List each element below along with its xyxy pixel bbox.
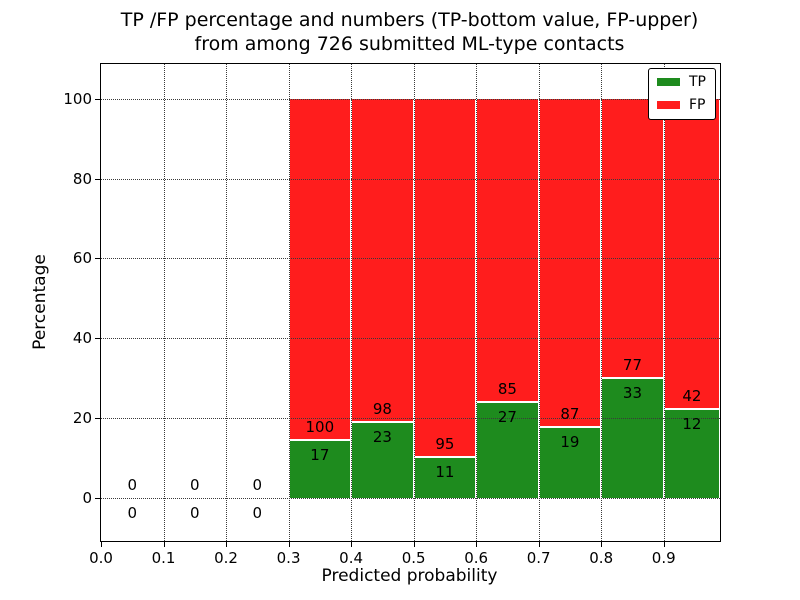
v-gridline [538,64,540,541]
chart-title: TP /FP percentage and numbers (TP-bottom… [100,8,719,56]
x-tick-label: 0.2 [214,549,238,567]
h-gridline [101,338,720,340]
legend: TP FP [648,68,716,120]
legend-item-tp: TP [657,75,706,89]
v-gridline [288,64,290,541]
fp-bar-segment [602,98,663,378]
tp-count-label: 23 [372,428,392,447]
tp-bar-segment [602,379,663,499]
tp-legend-label: TP [689,74,706,90]
x-tick [601,542,603,547]
v-gridline [163,64,165,541]
y-tick-label: 20 [72,409,92,428]
tp-count-label: 0 [127,504,138,523]
tp-count-label: 11 [435,462,455,481]
y-tick [95,338,100,340]
x-tick [163,542,165,547]
x-tick-label: 0.9 [651,549,676,567]
x-tick [538,542,540,547]
v-gridline [351,64,353,541]
y-tick [95,498,100,500]
chart-title-line1: TP /FP percentage and numbers (TP-bottom… [120,9,699,31]
fp-bar-segment [289,98,351,440]
fp-bar-segment [539,98,601,426]
x-tick-label: 0.4 [339,549,364,567]
h-gridline [101,98,720,100]
tp-bar-segment [289,441,351,499]
fp-bar-segment [414,98,476,456]
fp-count-label: 85 [497,379,517,398]
x-tick-label: 0.3 [276,549,301,567]
h-gridline [101,418,720,420]
tp-bar-segment [539,427,601,499]
fp-bar-segment [477,98,538,401]
x-tick [101,542,102,547]
y-tick [95,258,100,260]
y-tick-label: 100 [63,89,92,108]
y-axis-label: Percentage [30,254,50,350]
tp-count-label: 27 [497,407,517,426]
y-tick-label: 40 [72,329,92,348]
tp-bar-segment [414,457,476,499]
x-tick-label: 0.8 [589,549,614,567]
tp-count-label: 0 [190,504,200,523]
chart-title-line2: from among 726 submitted ML-type contact… [194,33,625,55]
tp-bar-segment [664,410,719,499]
fp-bar-segment [664,98,719,409]
x-tick [413,542,415,547]
fp-count-label: 0 [190,476,200,495]
x-tick-label: 0.6 [464,549,489,567]
y-tick [95,418,100,420]
x-tick [351,542,353,547]
v-gridline [663,64,665,541]
v-gridline [413,64,415,541]
x-tick [476,542,478,547]
tp-count-label: 19 [560,432,580,451]
fp-legend-label: FP [689,97,706,113]
x-axis-label: Predicted probability [321,566,498,586]
tp-count-label: 33 [622,384,642,403]
plot-area: TP FP 0 20 40 60 80 100 0.0 0.1 0.2 0.3 0.4 0.5 0.6 0… [63,63,721,567]
tp-count-label: 17 [310,446,330,465]
fp-count-label: 95 [435,434,455,453]
fp-count-label: 87 [560,404,580,423]
y-tick [95,178,100,180]
x-tick [288,542,290,547]
v-gridline [601,64,603,541]
tp-count-label: 0 [252,504,263,523]
h-gridline [101,258,720,260]
y-tick-label: 60 [72,249,92,268]
x-tick-label: 0.0 [89,549,113,567]
y-tick-label: 0 [82,489,92,508]
tp-legend-swatch [657,78,680,86]
tp-bar-segment [352,423,413,499]
h-gridline [101,498,720,500]
fp-count-label: 0 [252,476,263,495]
v-gridline [226,64,228,541]
fp-count-label: 42 [682,387,702,406]
y-tick [95,98,100,100]
h-gridline [101,178,720,180]
x-tick [226,542,228,547]
v-gridline [476,64,478,541]
legend-item-fp: FP [657,98,706,112]
fp-legend-swatch [657,101,680,109]
fp-count-label: 0 [127,476,138,495]
fp-bar-segment [352,98,413,422]
tp-count-label: 12 [682,415,702,434]
y-tick-label: 80 [72,169,92,188]
x-tick [663,542,665,547]
fp-count-label: 98 [372,400,392,419]
fp-count-label: 77 [622,356,642,375]
fp-count-label: 100 [305,418,335,437]
x-tick-label: 0.1 [151,549,176,567]
x-tick-label: 0.5 [401,549,426,567]
x-tick-label: 0.7 [526,549,551,567]
